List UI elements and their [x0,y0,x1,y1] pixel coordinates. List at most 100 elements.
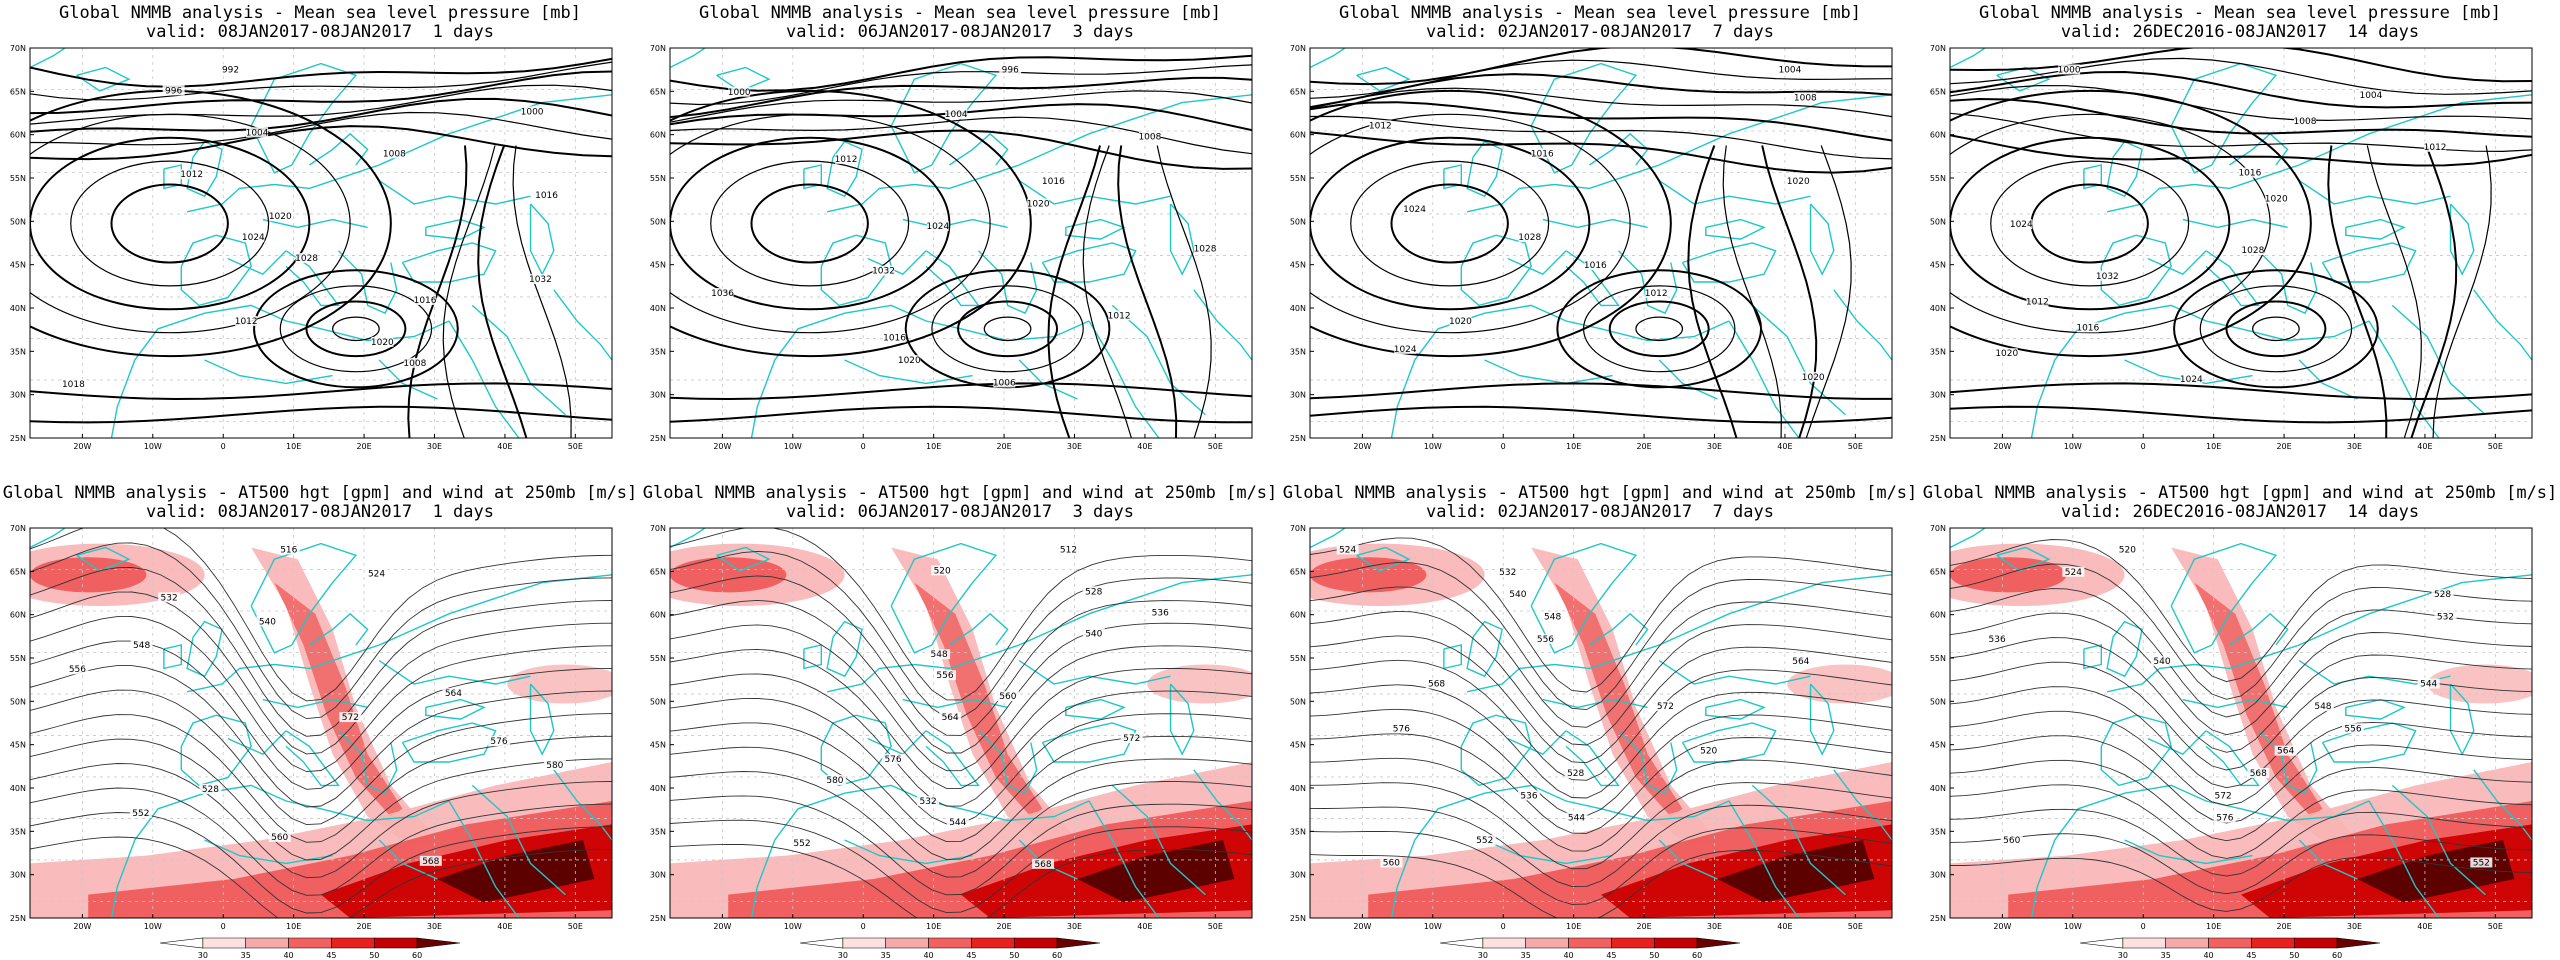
contour-label: 524 [368,569,385,579]
contour-label: 1020 [2265,194,2288,204]
geopotential-contour [1950,833,2532,895]
latitude-tick-label: 60N [1290,131,1306,140]
longitude-tick-label: 40E [2417,922,2432,931]
longitude-tick-label: 40E [497,442,512,451]
contour-label-bg [2417,678,2440,689]
coastline [1018,180,1171,205]
longitude-tick-label: 30E [427,922,442,931]
coastline [820,714,892,787]
contour-label-bg [2311,700,2334,711]
colorbar-tick-label: 60 [2332,951,2342,960]
longitude-tick-label: 10W [784,922,802,931]
coastline [1088,800,1160,918]
colorbar-tick-label: 35 [881,951,891,960]
coastline [2030,328,2079,438]
coastline [2473,289,2532,361]
latitude-tick-label: 70N [1290,44,1306,53]
contour-label-bg [2058,64,2081,75]
coastline [448,800,520,918]
contour-label-bg [2151,656,2174,667]
wind-speed-colorbar: 30 35 40 45 50 60 [1439,937,1741,960]
coastline [186,620,223,678]
contour-label: 544 [2420,680,2437,690]
longitude-tick-label: 30E [2347,922,2362,931]
contour-label-bg [2265,193,2288,204]
panel-title: Global NMMB analysis - AT500 hgt [gpm] a… [1920,484,2560,522]
contour-label: 576 [1393,724,1410,734]
coastline [2182,218,2288,229]
latitude-tick-label: 70N [10,524,26,533]
contour-label: 576 [490,737,507,747]
contour-label: 568 [1428,680,1445,690]
latitude-tick-label: 60N [650,131,666,140]
longitude-tick-label: 20E [1636,442,1651,451]
contour-label-bg [2096,270,2119,281]
latitude-tick-label: 25N [650,434,666,443]
coastline [2229,612,2289,646]
geopotential-contour [670,648,1252,789]
isobar-contour [30,84,612,125]
colorbar-swatch [2293,937,2338,949]
geopotential-contour [30,812,612,914]
coastline [1542,698,1648,709]
contour-label: 1008 [2294,117,2317,127]
contour-label: 528 [1567,769,1584,779]
coastline [1809,683,1835,756]
geopotential-contour [1950,539,2532,683]
longitude-tick-label: 20W [713,922,731,931]
contour-label: 564 [942,713,959,723]
map-panel-mslp-3d: Global NMMB analysis - Mean sea level pr… [640,0,1280,480]
longitude-tick-label: 50E [568,922,583,931]
contour-label-bg [882,754,905,765]
isobar-contour [30,125,612,161]
latitude-tick-label: 30N [1290,391,1306,400]
contour-label-bg [419,855,442,866]
longitude-tick-label: 40E [2417,442,2432,451]
contour-label: 1036 [711,289,734,299]
isobar-contour [670,116,1252,155]
coastline [1658,359,1718,400]
map-frame [1309,527,1893,919]
latitude-tick-label: 25N [650,914,666,923]
longitude-tick-label: 50E [2488,442,2503,451]
contour-label: 1024 [1394,345,1417,355]
isobar-contour [1687,145,1738,438]
colorbar-swatch [2122,937,2167,949]
coastline [1618,730,1678,795]
contour-label: 580 [826,776,843,786]
map-frame [669,47,1253,439]
contour-label: 560 [999,692,1016,702]
isobar-contour [670,405,1252,424]
longitude-tick-label: 10E [926,922,941,931]
longitude-tick-label: 50E [2488,922,2503,931]
coastline [1111,784,1206,896]
isobar-contour [1950,48,2532,83]
contour-label-bg [414,294,437,305]
coastline [670,48,706,69]
longitude-tick-label: 30E [1707,442,1722,451]
coastline [1658,660,1811,685]
colorbar-swatch [1525,937,1569,949]
coastline [157,304,450,342]
contour-label: 1032 [872,267,895,277]
latitude-tick-label: 60N [10,131,26,140]
colorbar-swatch [2251,937,2295,949]
geopotential-contour [1950,612,2532,736]
colorbar-swatch [2336,937,2381,949]
coastline [2182,698,2288,709]
contour-label: 548 [931,650,948,660]
colorbar-tick-label: 45 [1606,951,1616,960]
panel-title-line2: valid: 06JAN2017-08JAN2017 3 days [786,22,1134,42]
latitude-tick-label: 50N [1290,697,1306,706]
longitude-tick-label: 0 [1501,922,1506,931]
contour-label-bg [945,109,968,120]
latitude-tick-label: 45N [10,741,26,750]
map-frame [29,527,613,919]
coastline [1507,250,1567,276]
contour-label-bg [62,378,85,389]
geopotential-contour [670,746,1252,860]
coastline [1390,808,1439,918]
latitude-tick-label: 35N [650,827,666,836]
contour-label: 1020 [1787,177,1810,187]
isobar-contour [1047,145,1101,438]
